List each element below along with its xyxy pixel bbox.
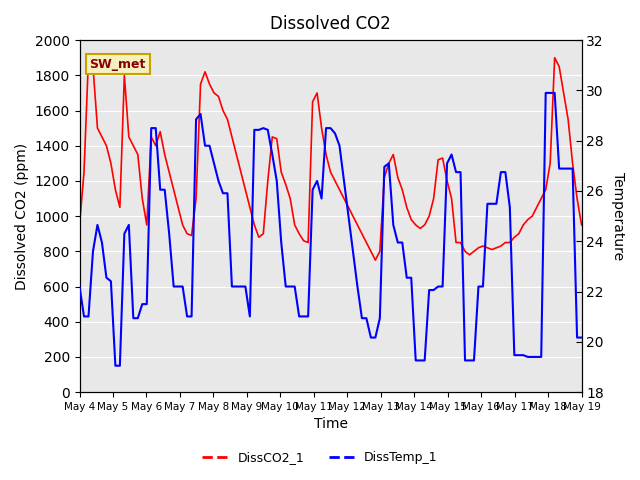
Y-axis label: Dissolved CO2 (ppm): Dissolved CO2 (ppm) xyxy=(15,143,29,289)
Text: SW_met: SW_met xyxy=(90,58,146,71)
Title: Dissolved CO2: Dissolved CO2 xyxy=(270,15,391,33)
Y-axis label: Temperature: Temperature xyxy=(611,172,625,260)
X-axis label: Time: Time xyxy=(314,418,348,432)
Legend: DissCO2_1, DissTemp_1: DissCO2_1, DissTemp_1 xyxy=(197,446,443,469)
